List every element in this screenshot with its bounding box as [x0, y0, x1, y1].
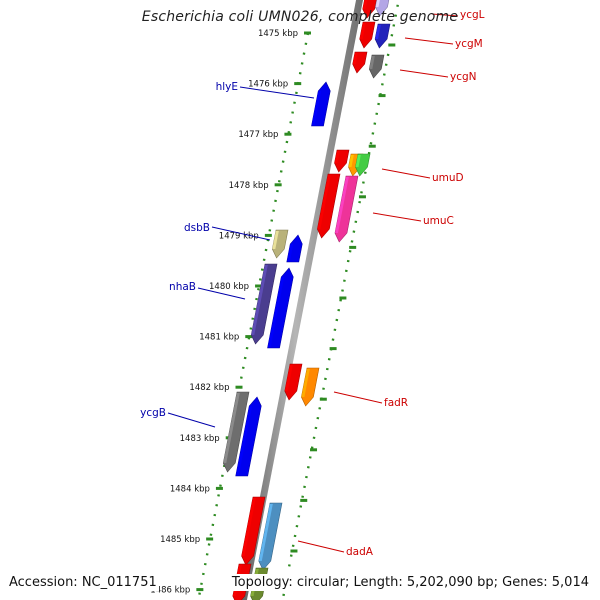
callout-ycgB: ycgB: [140, 407, 216, 428]
umuC-gene-red: [317, 173, 341, 239]
gene-label: ycgM: [455, 38, 483, 50]
tick-label: 1482 kbp: [189, 383, 229, 393]
map-title: Escherichia coli UMN026, complete genome: [141, 9, 459, 25]
nhaB-gene: [267, 267, 294, 349]
gene-label: umuD: [432, 172, 464, 184]
callout-dadA: dadA: [297, 540, 374, 558]
fadR-gene: [284, 363, 303, 401]
ycgL-gene: [362, 0, 379, 19]
hlyE-gene: [311, 81, 331, 127]
genome-backbone: [239, 0, 364, 600]
unlabeled-gene-red-b: [352, 51, 368, 74]
gene-label: umuC: [423, 215, 454, 227]
unlabeled-gene-orange: [301, 367, 320, 407]
tick-label: 1481 kbp: [199, 333, 239, 343]
gene-label: nhaB: [169, 281, 196, 293]
callout-ycgL: ycgL: [431, 9, 485, 21]
callout-umuD: umuD: [381, 168, 464, 184]
callout-nhaB: nhaB: [169, 281, 246, 300]
dadA-gene: [258, 502, 283, 571]
tick-label: 1485 kbp: [160, 535, 200, 545]
unlabeled-gene-green: [355, 153, 371, 177]
umuD-gene: [334, 149, 350, 173]
dadA-gene-red: [241, 496, 266, 566]
genome-summary: Topology: circular; Length: 5,202,090 bp…: [229, 574, 591, 591]
callout-ycgN: ycgN: [399, 69, 477, 83]
unlabeled-gene-olive: [272, 229, 289, 259]
dsbB-gene: [286, 234, 303, 263]
tick-label: 1475 kbp: [258, 29, 298, 39]
tick-label: 1478 kbp: [229, 181, 269, 191]
unlabeled-gene-slate: [250, 263, 278, 345]
unlabeled-gene-lilac: [375, 0, 391, 17]
gene-label: ycgN: [450, 71, 477, 83]
gene-label: dsbB: [184, 222, 210, 234]
tick-label-group: 1475 kbp 1476 kbp 1477 kbp 1478 kbp 1479 kbp…: [150, 29, 298, 596]
tick-label: 1476 kbp: [248, 80, 288, 90]
gene-label: ycgL: [460, 9, 485, 21]
tick-label: 1483 kbp: [180, 434, 220, 444]
tick-label: 1477 kbp: [238, 130, 278, 140]
gene-track: [222, 0, 391, 600]
inner-ruler: [197, 32, 310, 600]
gene-label: ycgB: [140, 407, 166, 419]
callout-dsbB: dsbB: [184, 222, 271, 241]
callout-ycgM: ycgM: [404, 37, 483, 50]
tick-label: 1479 kbp: [219, 231, 259, 241]
ycgM-gene: [374, 23, 391, 49]
ycgB-gene: [235, 396, 262, 477]
unlabeled-gene-red-a: [359, 21, 376, 49]
callout-hlyE: hlyE: [216, 81, 315, 99]
accession-text: Accession: NC_011751: [7, 574, 159, 591]
umuC-gene: [334, 175, 359, 243]
tick-label: 1480 kbp: [209, 282, 249, 292]
outer-ruler: [281, 0, 400, 600]
gene-label: hlyE: [216, 81, 238, 93]
tick-label: 1486 kbp: [150, 586, 190, 596]
unlabeled-gene-grey: [222, 391, 250, 473]
gene-callout-group: hlyE dsbB nhaB ycgB ycgL ycgM ycgN umuD umuC fadR…: [140, 9, 485, 558]
callout-fadR: fadR: [333, 391, 408, 409]
gene-label: fadR: [384, 397, 408, 409]
callout-umuC: umuC: [372, 212, 454, 227]
ycgN-gene: [368, 54, 385, 79]
gene-label: dadA: [346, 546, 374, 558]
tick-label: 1484 kbp: [170, 484, 210, 494]
